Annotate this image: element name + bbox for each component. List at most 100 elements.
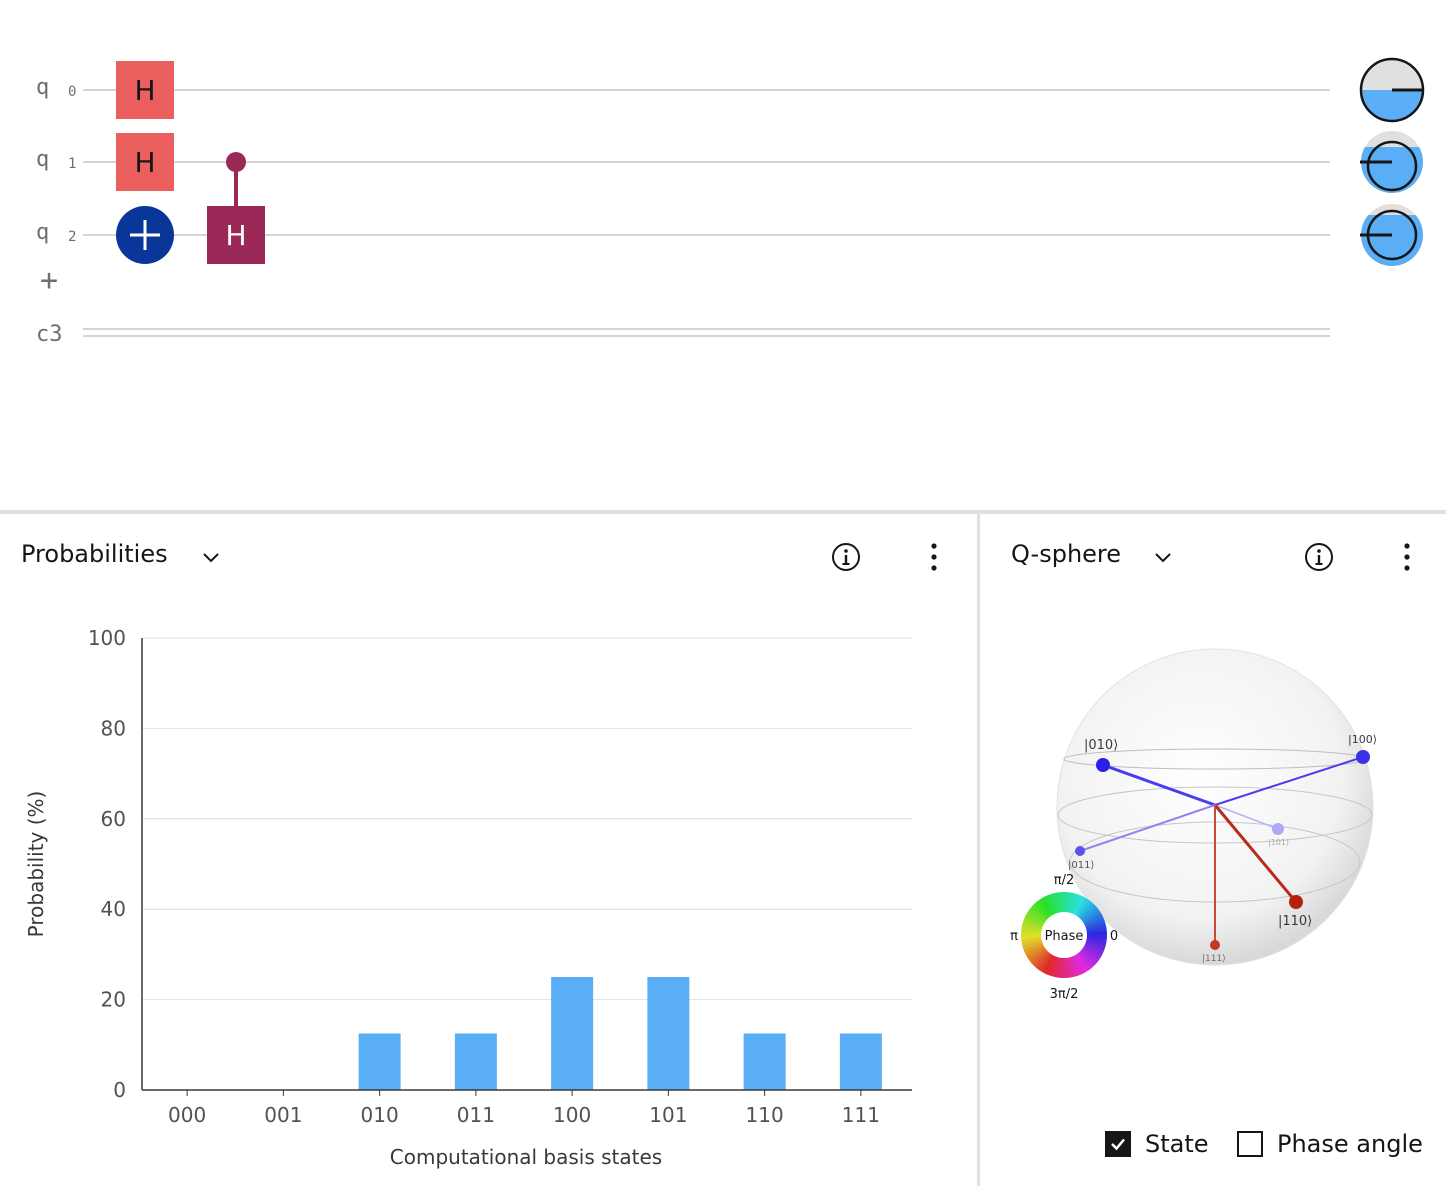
phase-wheel-segment bbox=[1071, 954, 1083, 976]
phase-wheel-segment bbox=[1022, 940, 1044, 951]
qubit-index-1: 1 bbox=[68, 156, 76, 172]
qubit-label-2: q bbox=[36, 220, 49, 245]
phase-wheel-segment bbox=[1048, 893, 1059, 915]
bar-111[interactable] bbox=[839, 1033, 882, 1091]
add-register-button[interactable]: + bbox=[40, 263, 58, 298]
y-axis-label: Probability (%) bbox=[24, 791, 48, 938]
phase-wheel-segment bbox=[1023, 916, 1045, 928]
phase-wheel-segment bbox=[1026, 946, 1047, 961]
phase-wheel-segment bbox=[1067, 956, 1076, 978]
info-icon bbox=[1305, 543, 1333, 571]
y-tick-label: 80 bbox=[101, 716, 126, 740]
y-tick-label: 20 bbox=[101, 988, 126, 1012]
phase-wheel-segment bbox=[1028, 907, 1048, 923]
state-point-010 bbox=[1096, 758, 1110, 772]
phase-angle-checkbox[interactable] bbox=[1237, 1131, 1263, 1157]
cnot-target-q2[interactable] bbox=[116, 206, 174, 264]
phase-wheel-segment bbox=[1075, 952, 1090, 973]
state-label-010: |010⟩ bbox=[1084, 738, 1118, 753]
phase-wheel-segment bbox=[1083, 944, 1104, 957]
h-gate-q0[interactable]: H bbox=[116, 61, 174, 119]
phase-wheel-segment bbox=[1079, 948, 1098, 966]
phase-wheel-segment bbox=[1024, 913, 1045, 926]
controlled-h-gate[interactable]: H bbox=[207, 152, 265, 264]
state-checkbox-label: State bbox=[1145, 1130, 1209, 1158]
phase-wheel-segment bbox=[1064, 956, 1069, 978]
qubit-index-0: 0 bbox=[68, 84, 76, 100]
phase-wheel-segment bbox=[1022, 920, 1044, 930]
state-checkbox[interactable] bbox=[1105, 1131, 1131, 1157]
y-tick-label: 40 bbox=[101, 897, 126, 921]
circuit-composer: q 0 q 1 q 2 + c3 H H H bbox=[0, 0, 1446, 510]
overflow-menu-icon bbox=[1404, 543, 1410, 571]
x-tick-label-011: 011 bbox=[457, 1103, 495, 1127]
phase-wheel-segment bbox=[1049, 955, 1059, 977]
state-label-100: |100⟩ bbox=[1348, 733, 1377, 746]
bar-100[interactable] bbox=[551, 977, 594, 1090]
phase-label-right: 0 bbox=[1110, 929, 1118, 944]
phase-wheel-segment bbox=[1069, 955, 1080, 977]
bar-110[interactable] bbox=[743, 1033, 786, 1091]
phase-wheel-segment bbox=[1031, 949, 1049, 966]
qsphere-dropdown-button[interactable] bbox=[1148, 542, 1178, 572]
phase-wheel-segment bbox=[1036, 951, 1052, 971]
state-vector-101 bbox=[1214, 804, 1279, 830]
chevron-down-icon bbox=[203, 553, 219, 563]
phase-wheel-segment bbox=[1021, 935, 1043, 940]
phase-wheel-segment bbox=[1060, 956, 1065, 978]
phase-angle-checkbox-label: Phase angle bbox=[1277, 1130, 1423, 1158]
x-tick-label-010: 010 bbox=[361, 1103, 399, 1127]
phase-label-bottom: 3π/2 bbox=[1050, 987, 1079, 1002]
phase-wheel-segment bbox=[1080, 947, 1100, 963]
phase-wheel-segment bbox=[1078, 950, 1095, 968]
phase-wheel-segment bbox=[1074, 897, 1089, 917]
phase-wheel-segment bbox=[1073, 895, 1086, 916]
phase-label-left: π bbox=[1010, 929, 1018, 944]
phase-wheel-segment bbox=[1021, 923, 1043, 932]
classical-register-label: c3 bbox=[36, 322, 63, 347]
y-tick-label: 0 bbox=[113, 1078, 126, 1102]
bar-101[interactable] bbox=[647, 977, 690, 1090]
phase-wheel-segment bbox=[1026, 910, 1046, 925]
phase-wheel-segment bbox=[1083, 916, 1105, 928]
phase-wheel-segment bbox=[1076, 899, 1092, 919]
x-tick-label-001: 001 bbox=[264, 1103, 302, 1127]
phase-wheel-segment bbox=[1082, 945, 1102, 960]
info-icon bbox=[832, 543, 860, 571]
phase-wheel-segment bbox=[1055, 892, 1063, 914]
state-label-011: |011⟩ bbox=[1068, 860, 1094, 871]
phase-angle-checkbox-row[interactable]: Phase angle bbox=[1237, 1130, 1423, 1158]
phase-wheel-segment bbox=[1042, 896, 1055, 917]
h-gate-q1[interactable]: H bbox=[116, 133, 174, 191]
phase-wheel-segment bbox=[1028, 947, 1048, 964]
probabilities-info-button[interactable] bbox=[830, 541, 862, 573]
qsphere-overflow-menu[interactable] bbox=[1392, 541, 1422, 573]
qsphere-title: Q-sphere bbox=[1011, 540, 1122, 568]
qsphere-info-button[interactable] bbox=[1303, 541, 1335, 573]
phase-wheel-segment bbox=[1021, 938, 1043, 947]
qubit-probability-indicator-0 bbox=[1359, 57, 1425, 123]
state-checkbox-row[interactable]: State bbox=[1105, 1130, 1209, 1158]
phase-wheel-segment bbox=[1059, 892, 1064, 914]
phase-wheel-segment bbox=[1085, 926, 1107, 934]
phase-wheel-segment bbox=[1080, 906, 1100, 923]
phase-color-wheel: Phase π/2 π 0 3π/2 bbox=[1010, 873, 1118, 1002]
phase-wheel-segment bbox=[1030, 904, 1049, 922]
controlled-h-label: H bbox=[225, 219, 246, 252]
bar-010[interactable] bbox=[358, 1033, 401, 1091]
phase-wheel-segment bbox=[1083, 942, 1105, 954]
phase-wheel-segment bbox=[1076, 951, 1093, 971]
probabilities-dropdown-button[interactable] bbox=[196, 542, 226, 572]
phase-wheel-segment bbox=[1021, 936, 1043, 944]
phase-wheel-segment bbox=[1081, 909, 1102, 924]
phase-wheel-segment bbox=[1052, 956, 1061, 978]
x-tick-label-111: 111 bbox=[842, 1103, 880, 1127]
phase-wheel-center-label: Phase bbox=[1045, 929, 1084, 944]
state-point-111 bbox=[1210, 940, 1220, 950]
bar-011[interactable] bbox=[454, 1033, 497, 1091]
qubit-label-0: q bbox=[36, 75, 49, 100]
phase-wheel-segment bbox=[1035, 899, 1052, 919]
probabilities-overflow-menu[interactable] bbox=[919, 541, 949, 573]
checkmark-icon bbox=[1111, 1138, 1125, 1151]
x-tick-label-100: 100 bbox=[553, 1103, 591, 1127]
